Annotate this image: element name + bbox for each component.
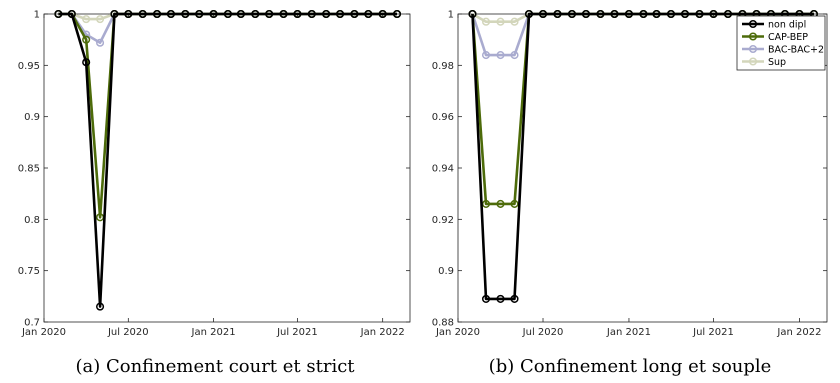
data-point <box>709 9 718 19</box>
y-tick-label: 0.94 <box>432 164 454 175</box>
data-point <box>350 9 359 19</box>
legend-label: CAP-BEP <box>768 32 808 43</box>
data-point <box>265 9 274 19</box>
x-tick-label: Jan 2020 <box>435 327 480 338</box>
data-point <box>152 9 162 19</box>
data-point <box>510 294 519 303</box>
data-point <box>392 9 402 19</box>
data-point <box>496 199 505 208</box>
data-point <box>610 9 619 19</box>
data-point <box>510 17 519 26</box>
series-line <box>58 12 397 308</box>
y-tick-label: 0.75 <box>18 266 40 277</box>
data-point <box>581 9 591 19</box>
y-tick-label: 1 <box>448 10 454 21</box>
data-point <box>307 9 316 19</box>
y-tick-label: 0.8 <box>24 215 40 226</box>
data-point <box>82 15 91 24</box>
x-tick-label: Jan 2022 <box>776 327 821 338</box>
series-line <box>58 12 397 45</box>
series-line <box>471 12 814 301</box>
data-point <box>378 9 387 19</box>
data-point <box>468 9 477 19</box>
x-tick-label: Jan 2020 <box>21 327 66 338</box>
data-point <box>481 294 491 303</box>
data-point <box>335 9 345 19</box>
x-tick-label: Jul 2020 <box>522 327 564 338</box>
data-point <box>67 9 76 19</box>
data-point <box>652 9 661 19</box>
x-tick-label: Jul 2021 <box>276 327 318 338</box>
data-point <box>293 9 302 19</box>
data-point <box>496 51 505 60</box>
y-tick-label: 0.9 <box>24 112 40 123</box>
x-tick-label: Jan 2021 <box>606 327 651 338</box>
data-point <box>54 9 63 19</box>
y-tick-label: 0.9 <box>438 266 454 277</box>
data-point <box>639 9 648 19</box>
legend-marker <box>748 57 758 66</box>
data-point <box>695 9 704 19</box>
data-point <box>538 9 548 19</box>
data-point <box>110 9 119 19</box>
y-tick-label: 0.96 <box>432 112 454 123</box>
data-point <box>236 9 245 19</box>
data-point <box>481 51 491 60</box>
x-tick-label: Jul 2020 <box>107 327 149 338</box>
legend-label: non dipl <box>768 20 806 31</box>
legend-marker <box>748 32 758 41</box>
data-point <box>251 9 260 19</box>
data-point <box>596 9 605 19</box>
y-tick-label: 0.92 <box>432 215 454 226</box>
data-point <box>322 9 331 19</box>
series-non-dipl <box>54 9 402 311</box>
data-point <box>364 9 373 19</box>
legend-label: BAC-BAC+2 <box>768 45 824 56</box>
data-point <box>82 58 91 67</box>
y-tick-label: 0.85 <box>18 164 40 175</box>
data-point <box>680 9 690 19</box>
data-point <box>195 9 204 19</box>
caption-b: (b) Confinement long et souple <box>489 356 772 377</box>
data-point <box>166 9 175 19</box>
data-point <box>82 35 91 44</box>
data-point <box>510 199 519 208</box>
data-point <box>181 9 190 19</box>
y-tick-label: 1 <box>34 10 40 21</box>
y-tick-label: 0.98 <box>432 61 454 72</box>
chart-panel-a: 0.7 0.75 0.8 0.85 0.9 0.95 1 Jan 2020 Jul 2020 Ja… <box>18 9 411 338</box>
legend-marker <box>748 44 758 54</box>
caption-a: (a) Confinement court et strict <box>75 356 355 377</box>
data-point <box>481 17 491 26</box>
data-point <box>510 51 519 60</box>
data-point <box>666 9 676 19</box>
y-tick-label: 0.88 <box>432 318 454 329</box>
y-tick-label: 0.7 <box>24 318 40 329</box>
data-point <box>723 9 733 19</box>
chart-panel-b: 0.88 0.9 0.92 0.94 0.96 0.98 1 Jan 2020 Jul 2020… <box>432 9 828 338</box>
data-point <box>496 294 505 303</box>
data-point <box>524 9 534 19</box>
data-point <box>223 9 232 19</box>
data-point <box>96 38 105 47</box>
y-tick-label: 0.95 <box>18 61 40 72</box>
legend-label: Sup <box>768 57 786 68</box>
data-point <box>124 9 133 19</box>
data-point <box>496 17 505 26</box>
data-point <box>209 9 218 19</box>
x-tick-label: Jul 2021 <box>692 327 734 338</box>
data-point <box>624 9 634 19</box>
data-point <box>553 9 562 19</box>
x-tick-label: Jan 2022 <box>360 327 405 338</box>
data-point <box>279 9 288 19</box>
data-point <box>567 9 577 19</box>
legend-marker <box>748 19 758 29</box>
data-point <box>138 9 147 19</box>
data-point <box>96 15 105 24</box>
x-tick-label: Jan 2021 <box>191 327 236 338</box>
data-point <box>96 302 105 311</box>
